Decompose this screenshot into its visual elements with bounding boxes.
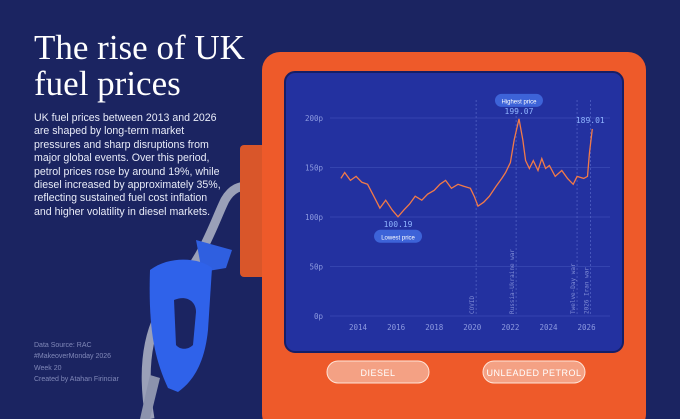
y-tick-label: 0p xyxy=(314,312,324,321)
title: The rise of UK fuel prices xyxy=(34,28,245,103)
note: Created by Atahan Firinciar xyxy=(34,376,119,384)
event-label: 2026 Iran war xyxy=(583,267,590,314)
value-label: 199.07 xyxy=(505,107,534,116)
value-label: 189.01 xyxy=(576,116,605,125)
x-tick-label: 2018 xyxy=(425,323,444,332)
event-label: COVID xyxy=(469,296,476,314)
x-tick-label: 2022 xyxy=(501,323,519,332)
description: UK fuel prices between 2013 and 2026 are… xyxy=(34,112,221,218)
y-tick-label: 100p xyxy=(305,213,324,222)
fuel-button[interactable] xyxy=(482,360,586,384)
x-tick-label: 2020 xyxy=(463,323,482,332)
annotation-label: Highest price xyxy=(501,99,537,105)
screen xyxy=(284,71,624,353)
y-tick-label: 150p xyxy=(305,164,324,173)
note: Data Source: RAC xyxy=(34,342,92,349)
fuel-button-label[interactable]: DIESEL xyxy=(360,368,395,378)
annotation-pill xyxy=(374,229,423,243)
hose xyxy=(141,181,249,419)
note: Week 20 xyxy=(34,364,62,372)
nozzle-grip xyxy=(174,298,196,349)
x-tick-label: 2016 xyxy=(387,323,406,332)
plot: 0p 50p 100p 150p 200p 2014 2016 2018 2020 2022 202… xyxy=(305,93,610,332)
value-label: 100.19 xyxy=(384,220,413,229)
fuel-button[interactable] xyxy=(326,360,430,384)
event-label: Russia-Ukraine war xyxy=(509,249,516,314)
x-tick-label: 2024 xyxy=(539,323,558,332)
annotation-label: Lowest price xyxy=(381,235,415,241)
event-label: Twelve-Day war xyxy=(570,263,577,314)
note: #MakeoverMonday 2026 xyxy=(34,353,112,361)
notes: Data Source: RAC #MakeoverMonday 2026 Week… xyxy=(34,340,234,386)
nozzle-tip xyxy=(140,375,160,419)
y-tick-label: 50p xyxy=(309,263,323,272)
x-tick-label: 2014 xyxy=(349,323,368,332)
buttons: DIESEL UNLEADED PETROL xyxy=(326,360,586,384)
annotation-pill xyxy=(494,93,543,107)
x-tick-label: 2026 xyxy=(578,323,597,332)
price-line xyxy=(340,118,593,218)
fuel-button-label[interactable]: UNLEADED PETROL xyxy=(486,368,581,378)
pump-tab xyxy=(240,145,268,277)
y-tick-label: 200p xyxy=(305,114,324,123)
